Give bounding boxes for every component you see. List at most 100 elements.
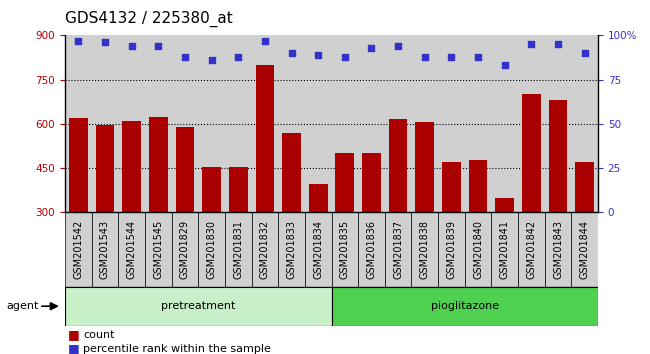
Text: ■: ■ xyxy=(68,328,80,341)
Bar xyxy=(255,65,274,212)
Text: GSM201544: GSM201544 xyxy=(127,220,136,279)
Point xyxy=(393,43,403,49)
Bar xyxy=(309,184,328,212)
Bar xyxy=(65,287,332,326)
Text: GSM201835: GSM201835 xyxy=(340,220,350,279)
Text: GSM201839: GSM201839 xyxy=(447,220,456,279)
Bar xyxy=(65,212,92,287)
Text: GSM201829: GSM201829 xyxy=(180,220,190,279)
Bar xyxy=(332,287,598,326)
Bar xyxy=(385,212,411,287)
Bar xyxy=(545,35,571,212)
Bar xyxy=(305,212,332,287)
Point xyxy=(259,38,270,44)
Text: GSM201838: GSM201838 xyxy=(420,220,430,279)
Text: count: count xyxy=(83,330,114,339)
Bar xyxy=(335,153,354,212)
Bar xyxy=(65,35,92,212)
Point xyxy=(526,41,537,47)
Bar xyxy=(411,35,438,212)
Text: GSM201836: GSM201836 xyxy=(367,220,376,279)
Text: pioglitazone: pioglitazone xyxy=(431,301,499,311)
Text: ■: ■ xyxy=(68,342,80,354)
Point xyxy=(473,54,484,59)
Bar xyxy=(225,212,252,287)
Text: percentile rank within the sample: percentile rank within the sample xyxy=(83,344,271,354)
Bar xyxy=(96,125,114,212)
Bar xyxy=(491,212,518,287)
Bar xyxy=(362,153,381,212)
Bar xyxy=(122,121,141,212)
Text: GSM201842: GSM201842 xyxy=(526,220,536,279)
Bar xyxy=(278,212,305,287)
Bar xyxy=(442,162,461,212)
Text: GSM201834: GSM201834 xyxy=(313,220,323,279)
Point xyxy=(100,40,110,45)
Bar xyxy=(69,118,88,212)
Bar xyxy=(411,212,438,287)
Text: GSM201543: GSM201543 xyxy=(100,220,110,279)
Point xyxy=(206,57,216,63)
Bar xyxy=(358,35,385,212)
Bar xyxy=(92,212,118,287)
Point xyxy=(446,54,456,59)
Text: GSM201844: GSM201844 xyxy=(580,220,590,279)
Point xyxy=(313,52,324,58)
Text: GSM201843: GSM201843 xyxy=(553,220,563,279)
Bar xyxy=(332,212,358,287)
Bar xyxy=(225,35,252,212)
Point xyxy=(73,38,83,44)
Text: GSM201831: GSM201831 xyxy=(233,220,243,279)
Bar xyxy=(198,35,225,212)
Bar xyxy=(252,35,278,212)
Bar xyxy=(495,198,514,212)
Bar xyxy=(176,127,194,212)
Bar xyxy=(278,35,305,212)
Bar xyxy=(252,212,278,287)
Bar xyxy=(415,122,434,212)
Bar xyxy=(571,212,598,287)
Point xyxy=(553,41,564,47)
Text: GSM201830: GSM201830 xyxy=(207,220,216,279)
Bar xyxy=(149,116,168,212)
Text: pretreatment: pretreatment xyxy=(161,301,235,311)
Text: agent: agent xyxy=(6,301,39,311)
Bar xyxy=(172,35,198,212)
Text: GSM201832: GSM201832 xyxy=(260,220,270,279)
Bar xyxy=(358,212,385,287)
Bar xyxy=(305,35,332,212)
Bar xyxy=(465,35,491,212)
Bar xyxy=(465,212,491,287)
Bar xyxy=(545,212,571,287)
Bar xyxy=(438,35,465,212)
Bar xyxy=(198,212,225,287)
Bar xyxy=(575,162,594,212)
Bar xyxy=(438,212,465,287)
Bar xyxy=(145,35,172,212)
Bar xyxy=(518,35,545,212)
Point xyxy=(126,43,137,49)
Bar xyxy=(118,212,145,287)
Text: GSM201833: GSM201833 xyxy=(287,220,296,279)
Bar xyxy=(332,35,358,212)
Bar xyxy=(389,120,408,212)
Point xyxy=(153,43,164,49)
Point xyxy=(580,50,590,56)
Bar xyxy=(518,212,545,287)
Bar xyxy=(229,167,248,212)
Bar xyxy=(469,160,488,212)
Bar xyxy=(571,35,598,212)
Text: GSM201840: GSM201840 xyxy=(473,220,483,279)
Text: GSM201545: GSM201545 xyxy=(153,220,163,279)
Point xyxy=(339,54,350,59)
Text: GSM201837: GSM201837 xyxy=(393,220,403,279)
Bar xyxy=(522,95,541,212)
Bar xyxy=(145,212,172,287)
Text: GDS4132 / 225380_at: GDS4132 / 225380_at xyxy=(65,11,233,27)
Text: GSM201841: GSM201841 xyxy=(500,220,510,279)
Bar xyxy=(202,167,221,212)
Point xyxy=(367,45,377,51)
Text: GSM201542: GSM201542 xyxy=(73,220,83,279)
Bar xyxy=(172,212,198,287)
Point xyxy=(420,54,430,59)
